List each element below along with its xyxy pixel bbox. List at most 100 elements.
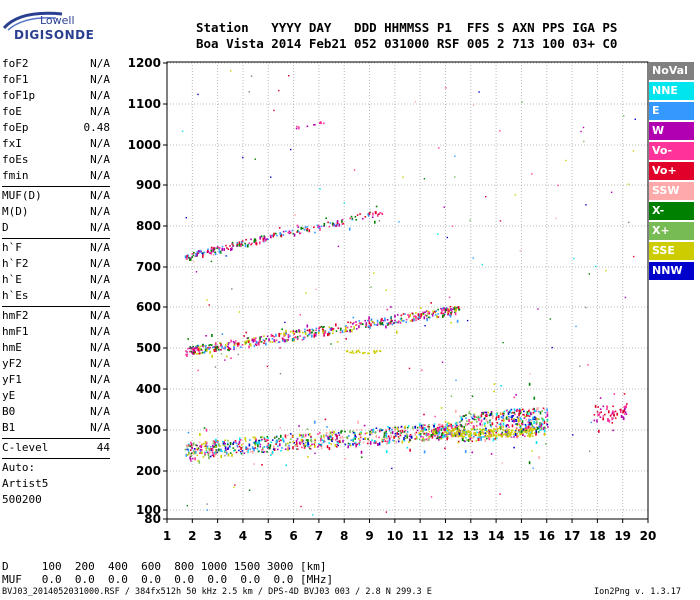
data-point [223,441,225,443]
data-point [411,426,414,430]
y-tick-label: 1200 [128,56,161,70]
data-point [317,224,320,227]
noise-point [270,176,272,178]
data-point [322,440,325,444]
data-point [288,444,290,448]
digisonde-logo: Lowell DIGISONDE [0,8,110,48]
data-point [199,348,201,350]
data-point [485,418,488,422]
data-point [403,319,405,322]
param-row-fof1p: foF1p N/A [2,88,110,104]
data-point [210,246,213,249]
data-point [487,411,489,414]
data-point [366,432,368,434]
data-point [494,438,496,440]
data-point [528,430,530,433]
data-point [220,348,222,351]
data-point [515,423,517,425]
data-point [409,313,411,317]
noise-point [201,252,204,255]
data-point [304,445,306,448]
data-point [445,434,448,436]
data-point [289,433,292,435]
data-point [288,230,291,232]
data-point [280,434,282,438]
data-point [240,439,242,441]
data-point [328,326,331,328]
param-value: N/A [90,309,110,322]
data-point [315,329,317,332]
data-point [484,425,486,427]
noise-point [250,75,253,77]
noise-point [623,115,625,117]
data-point [310,448,312,450]
data-point [272,448,275,450]
data-point [264,440,266,442]
data-point [451,308,454,311]
noise-point [414,101,416,103]
data-point [342,222,345,225]
param-value: N/A [90,153,110,166]
data-point [375,324,378,326]
data-point [310,445,312,447]
data-point [447,432,449,434]
data-point [358,322,361,325]
data-point [217,348,220,351]
data-point [297,448,299,450]
data-point [529,422,531,426]
y-tick-label: 800 [136,219,161,233]
data-point [506,433,508,435]
data-point [455,432,458,434]
noise-point [529,373,531,375]
y-tick-label: 100 [136,503,161,517]
param-value: N/A [90,57,110,70]
data-point [509,410,511,412]
data-point [385,429,387,431]
data-point [527,423,530,426]
data-point [347,321,349,324]
data-point [599,416,602,418]
data-point [205,444,207,447]
data-point [431,435,434,439]
data-point [386,440,389,443]
data-point [426,438,429,442]
data-point [214,247,216,249]
data-point [500,416,503,418]
data-point [362,441,365,444]
noise-point [628,221,630,224]
data-point [499,411,502,415]
data-point [397,321,399,324]
data-point [428,433,430,436]
data-point [528,411,531,413]
data-point [515,427,518,429]
data-point [203,442,205,445]
noise-point [206,503,208,505]
data-point [308,333,311,336]
data-point [473,415,476,418]
data-point [377,443,379,446]
data-point [271,234,273,237]
data-point [391,428,393,431]
legend-item-x: X- [649,202,694,220]
data-point [596,419,598,423]
noise-point [582,126,585,129]
data-point [516,416,519,418]
data-point [221,247,223,251]
data-point [357,350,360,352]
data-point [447,312,450,315]
data-point [195,450,197,454]
data-point [418,432,420,434]
data-point [498,418,500,420]
data-point [420,425,422,429]
data-point [406,433,408,437]
data-point [421,438,424,441]
data-point [201,443,203,446]
data-point [320,438,322,442]
data-point [267,442,270,445]
data-point [390,306,392,308]
data-point [535,441,538,444]
data-point [352,430,354,433]
data-point [282,234,285,236]
data-point [257,444,259,448]
data-point [471,440,473,443]
